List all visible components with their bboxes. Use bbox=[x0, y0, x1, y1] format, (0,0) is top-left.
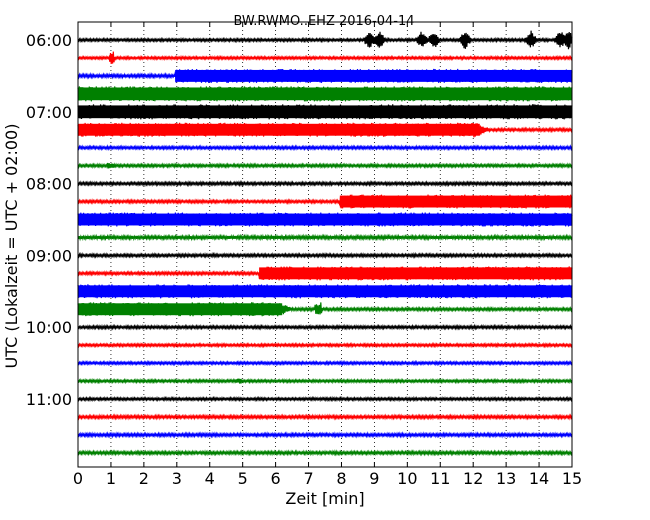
trace-line bbox=[77, 233, 573, 242]
trace-0615 bbox=[77, 51, 573, 64]
trace-0730 bbox=[77, 144, 573, 152]
trace-0945 bbox=[77, 302, 573, 317]
trace-0630 bbox=[77, 68, 573, 83]
trace-burst-band bbox=[78, 87, 572, 101]
trace-1145 bbox=[77, 449, 573, 457]
trace-burst-band bbox=[175, 69, 573, 82]
trace-1045 bbox=[77, 377, 573, 385]
x-tick-label: 4 bbox=[205, 469, 215, 488]
trace-line bbox=[77, 30, 573, 50]
trace-line bbox=[77, 413, 573, 421]
x-tick-label: 13 bbox=[496, 469, 516, 488]
y-tick-label: 10:00 bbox=[26, 318, 72, 337]
trace-line bbox=[77, 395, 573, 403]
trace-line bbox=[77, 162, 573, 170]
x-tick-label: 8 bbox=[336, 469, 346, 488]
trace-1030 bbox=[77, 359, 573, 367]
trace-0715 bbox=[77, 122, 573, 138]
trace-burst-band bbox=[78, 213, 572, 226]
y-tick-label: 07:00 bbox=[26, 103, 72, 122]
x-tick-label: 7 bbox=[303, 469, 313, 488]
trace-burst-band bbox=[78, 285, 572, 298]
y-tick-label: 11:00 bbox=[26, 390, 72, 409]
trace-burst-band bbox=[259, 267, 572, 280]
axis-ticks: 0 1 2 3 4 5 6 7 8 9 10 11 12 13 14 1506:0007:0008:0009:… bbox=[26, 22, 582, 488]
x-tick-label: 2 bbox=[139, 469, 149, 488]
trace-0745 bbox=[77, 162, 573, 170]
trace-1015 bbox=[77, 341, 573, 349]
x-tick-label: 9 bbox=[369, 469, 379, 488]
y-tick-label: 08:00 bbox=[26, 175, 72, 194]
trace-0845 bbox=[77, 233, 573, 242]
trace-line bbox=[77, 180, 573, 188]
trace-0915 bbox=[77, 266, 573, 281]
y-tick-label: 09:00 bbox=[26, 246, 72, 265]
x-tick-label: 10 bbox=[397, 469, 417, 488]
trace-line bbox=[77, 144, 573, 152]
x-tick-label: 5 bbox=[238, 469, 248, 488]
plot-frame bbox=[77, 21, 573, 468]
trace-0830 bbox=[77, 212, 573, 227]
trace-line bbox=[77, 323, 573, 331]
trace-line bbox=[77, 377, 573, 385]
trace-0930 bbox=[77, 284, 573, 299]
trace-burst-band bbox=[78, 303, 283, 316]
trace-burst-band bbox=[339, 195, 572, 208]
trace-burst-band bbox=[78, 123, 480, 136]
x-tick-label: 14 bbox=[529, 469, 549, 488]
seismic-traces bbox=[77, 30, 573, 457]
x-tick-label: 6 bbox=[271, 469, 281, 488]
trace-burst-band bbox=[78, 105, 572, 119]
trace-1130 bbox=[77, 431, 573, 439]
trace-0600 bbox=[77, 30, 573, 50]
y-axis-label: UTC (Lokalzeit = UTC + 02:00) bbox=[2, 124, 21, 369]
trace-0700 bbox=[77, 104, 573, 120]
x-tick-label: 1 bbox=[106, 469, 116, 488]
y-tick-label: 06:00 bbox=[26, 31, 72, 50]
trace-0800 bbox=[77, 180, 573, 188]
trace-1115 bbox=[77, 413, 573, 421]
x-tick-label: 11 bbox=[430, 469, 450, 488]
trace-1000 bbox=[77, 323, 573, 331]
trace-0645 bbox=[77, 86, 573, 102]
trace-line bbox=[77, 449, 573, 457]
trace-line bbox=[77, 431, 573, 439]
trace-0815 bbox=[77, 194, 573, 209]
trace-line bbox=[77, 51, 573, 64]
x-tick-label: 3 bbox=[172, 469, 182, 488]
x-axis-label: Zeit [min] bbox=[285, 489, 364, 508]
trace-line bbox=[77, 341, 573, 349]
x-tick-label: 15 bbox=[562, 469, 582, 488]
x-tick-label: 12 bbox=[463, 469, 483, 488]
trace-1100 bbox=[77, 395, 573, 403]
x-tick-label: 0 bbox=[73, 469, 83, 488]
trace-line bbox=[77, 359, 573, 367]
trace-0900 bbox=[77, 251, 573, 259]
trace-line bbox=[77, 251, 573, 259]
